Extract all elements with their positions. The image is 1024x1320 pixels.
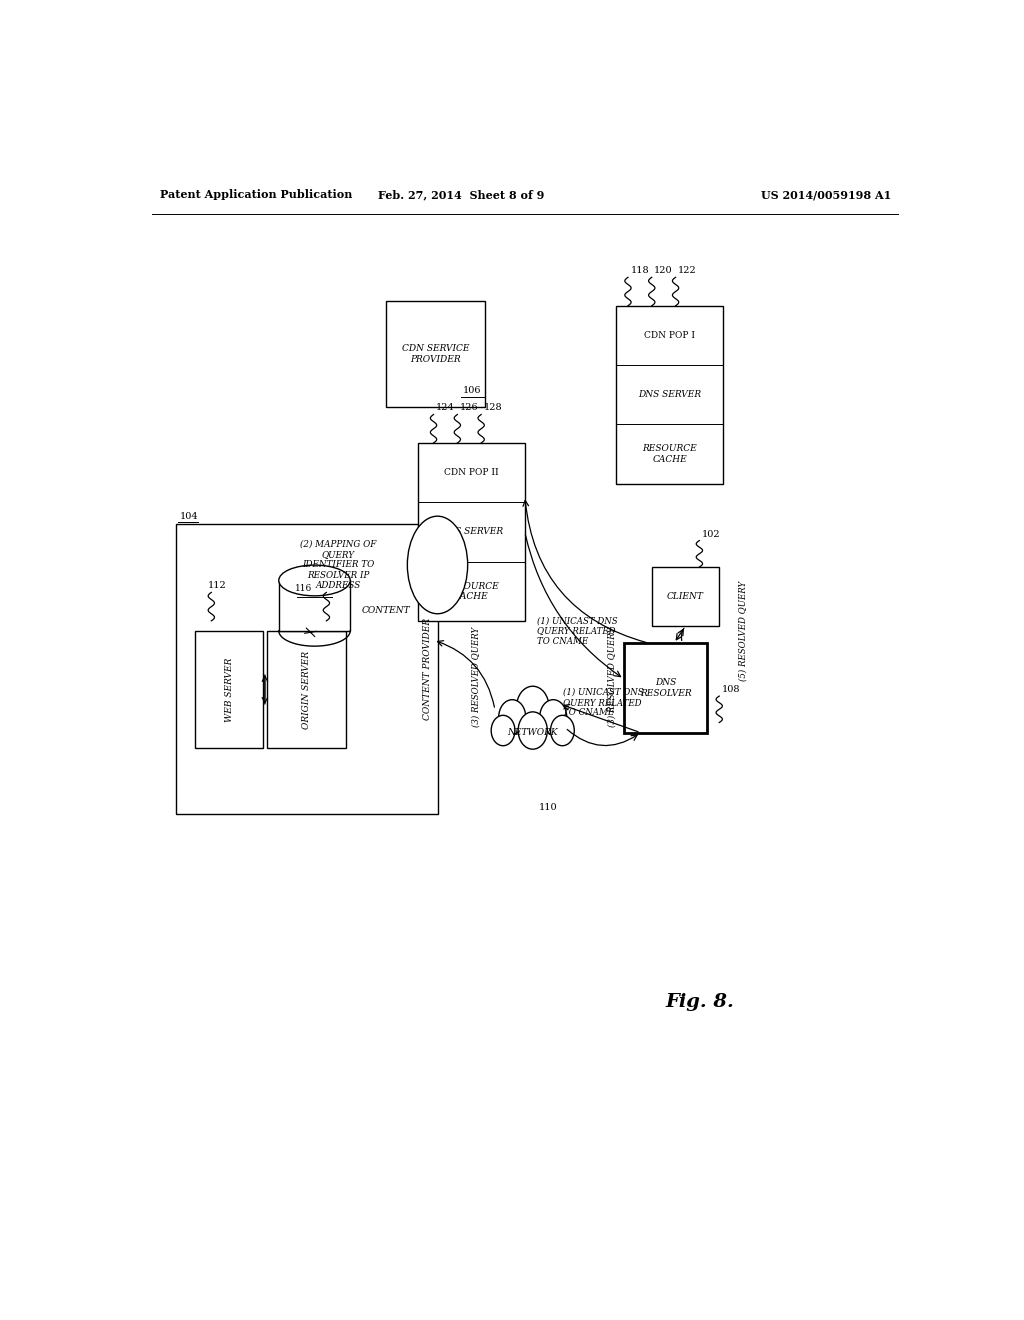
Text: (1) UNICAST DNS
QUERY RELATED
TO CNAME: (1) UNICAST DNS QUERY RELATED TO CNAME — [563, 688, 643, 717]
Text: CDN POP II: CDN POP II — [444, 469, 499, 477]
Bar — [196, 631, 263, 748]
Text: 124: 124 — [436, 404, 455, 412]
Text: 104: 104 — [179, 512, 199, 521]
Text: Feb. 27, 2014  Sheet 8 of 9: Feb. 27, 2014 Sheet 8 of 9 — [378, 190, 545, 201]
Ellipse shape — [279, 565, 350, 595]
Text: NETWORK: NETWORK — [508, 729, 558, 737]
Circle shape — [516, 686, 549, 727]
Text: (5) RESOLVED QUERY: (5) RESOLVED QUERY — [738, 581, 748, 681]
Text: CONTENT: CONTENT — [362, 606, 411, 615]
Ellipse shape — [489, 708, 575, 760]
Text: Patent Application Publication: Patent Application Publication — [160, 190, 352, 201]
Text: RESOURCE
CACHE: RESOURCE CACHE — [443, 582, 499, 601]
Text: 110: 110 — [540, 803, 558, 812]
Text: (2) MAPPING OF
QUERY
IDENTIFIER TO
RESOLVER IP
ADDRESS: (2) MAPPING OF QUERY IDENTIFIER TO RESOL… — [300, 540, 377, 590]
Text: ORIGIN SERVER: ORIGIN SERVER — [302, 651, 311, 729]
Text: (1) UNICAST DNS
QUERY RELATED
TO CNAME: (1) UNICAST DNS QUERY RELATED TO CNAME — [537, 616, 617, 645]
Circle shape — [540, 700, 566, 734]
Bar — [616, 306, 723, 483]
Text: 116: 116 — [295, 585, 312, 594]
Circle shape — [551, 715, 574, 746]
Text: CONTENT PROVIDER: CONTENT PROVIDER — [424, 618, 432, 721]
Text: Fig. 8.: Fig. 8. — [665, 993, 734, 1011]
Circle shape — [518, 711, 547, 750]
Text: 122: 122 — [678, 267, 696, 276]
Text: RESOURCE
CACHE: RESOURCE CACHE — [642, 445, 697, 463]
Bar — [652, 568, 719, 626]
Text: DNS SERVER: DNS SERVER — [439, 528, 503, 536]
Text: (3) RESOLVED QUERY: (3) RESOLVED QUERY — [471, 627, 480, 727]
Text: CDN POP I: CDN POP I — [644, 331, 695, 341]
Bar — [624, 643, 708, 733]
Bar — [176, 524, 437, 814]
Bar — [386, 301, 485, 408]
Text: 112: 112 — [207, 581, 226, 590]
Bar — [418, 444, 524, 620]
Text: 108: 108 — [722, 685, 740, 694]
Text: 126: 126 — [460, 404, 478, 412]
Text: 120: 120 — [654, 267, 673, 276]
Text: 118: 118 — [631, 267, 649, 276]
Text: WEB SERVER: WEB SERVER — [224, 657, 233, 722]
Text: DNS
RESOLVER: DNS RESOLVER — [640, 678, 691, 698]
Text: US 2014/0059198 A1: US 2014/0059198 A1 — [761, 190, 892, 201]
Text: (3) RESOLVED QUERY: (3) RESOLVED QUERY — [607, 627, 616, 727]
Ellipse shape — [408, 516, 468, 614]
Bar — [267, 631, 346, 748]
Text: CLIENT: CLIENT — [667, 591, 703, 601]
Text: CDN SERVICE
PROVIDER: CDN SERVICE PROVIDER — [401, 345, 469, 364]
Text: 102: 102 — [701, 529, 721, 539]
Circle shape — [492, 715, 515, 746]
Text: 128: 128 — [483, 404, 502, 412]
Text: 106: 106 — [463, 387, 481, 395]
Circle shape — [499, 700, 525, 734]
Text: 114: 114 — [327, 581, 345, 590]
Bar — [279, 581, 350, 631]
Text: DNS SERVER: DNS SERVER — [638, 391, 701, 399]
